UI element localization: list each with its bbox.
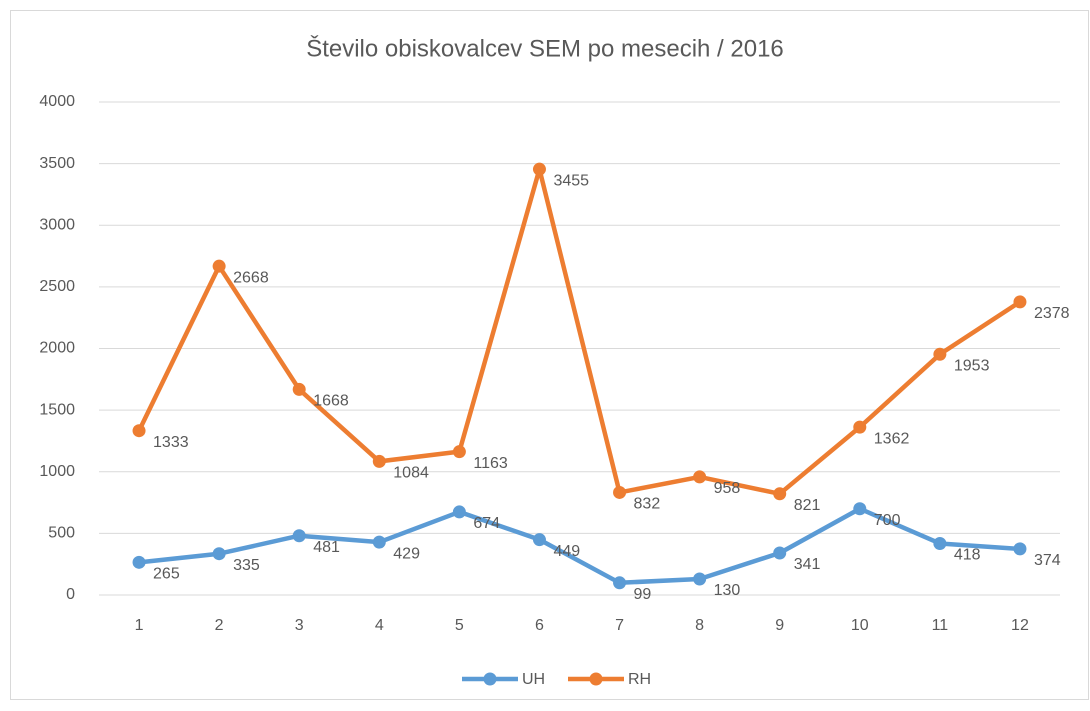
x-tick-label: 2 [215,617,224,634]
x-tick-label: 1 [135,617,144,634]
y-tick-label: 4000 [39,93,75,110]
point [532,162,546,176]
legend-label: RH [628,671,651,688]
data-label: 958 [714,480,741,497]
x-tick-label: 10 [851,617,869,634]
x-tick-label: 11 [932,617,949,634]
series-line [136,506,1023,586]
chart-title: Število obiskovalcev SEM po mesecih / 20… [306,34,784,62]
data-label: 832 [634,496,661,513]
data-label: 700 [874,512,901,529]
y-tick-label: 3000 [39,216,75,233]
point [693,470,707,484]
data-label: 335 [233,557,260,574]
data-label: 429 [393,545,420,562]
point [292,529,306,543]
legend-marker [483,672,497,686]
x-tick-label: 12 [1011,617,1029,634]
point [693,572,707,586]
data-label: 481 [313,539,340,556]
point [212,547,226,561]
y-tick-label: 500 [48,525,75,542]
data-label: 1163 [473,455,508,472]
point [132,424,146,438]
point [132,555,146,569]
point [532,533,546,547]
y-tick-label: 3500 [39,155,75,172]
point [613,576,627,590]
data-label: 374 [1034,552,1061,569]
x-tick-label: 4 [375,617,384,634]
data-label: 2668 [233,269,269,286]
legend-marker [589,672,603,686]
point [933,347,947,361]
y-tick-label: 1000 [39,463,75,480]
point [372,454,386,468]
x-tick-label: 9 [775,617,784,634]
data-label: 1362 [874,430,910,447]
data-label: 341 [794,556,821,573]
point [372,535,386,549]
data-label: 1084 [393,465,429,482]
data-label: 2378 [1034,305,1070,322]
y-tick-label: 1500 [39,401,75,418]
data-label: 99 [634,586,652,603]
legend-label: UH [522,671,545,688]
point [452,445,466,459]
point [773,487,787,501]
point [1013,295,1027,309]
data-label: 418 [954,547,981,564]
data-label: 1333 [153,434,189,451]
point [212,259,226,273]
point [773,546,787,560]
point [292,382,306,396]
point [853,420,867,434]
point [452,505,466,519]
data-label: 1953 [954,358,990,375]
data-label: 265 [153,566,180,583]
data-label: 130 [714,582,741,599]
point [933,536,947,550]
x-tick-label: 8 [695,617,704,634]
x-tick-label: 6 [535,617,544,634]
data-label: 449 [553,543,580,560]
y-tick-label: 2000 [39,340,75,357]
x-tick-label: 3 [295,617,304,634]
chart-border [10,10,1089,700]
data-label: 1668 [313,393,349,410]
point [1013,542,1027,556]
point [853,502,867,516]
data-label: 674 [473,515,500,532]
x-tick-label: 7 [615,617,624,634]
data-label: 821 [794,497,821,514]
data-label: 3455 [553,172,589,189]
y-tick-label: 0 [66,586,75,603]
point [613,485,627,499]
x-tick-label: 5 [455,617,464,634]
series-line [136,166,1023,497]
y-tick-label: 2500 [39,278,75,295]
